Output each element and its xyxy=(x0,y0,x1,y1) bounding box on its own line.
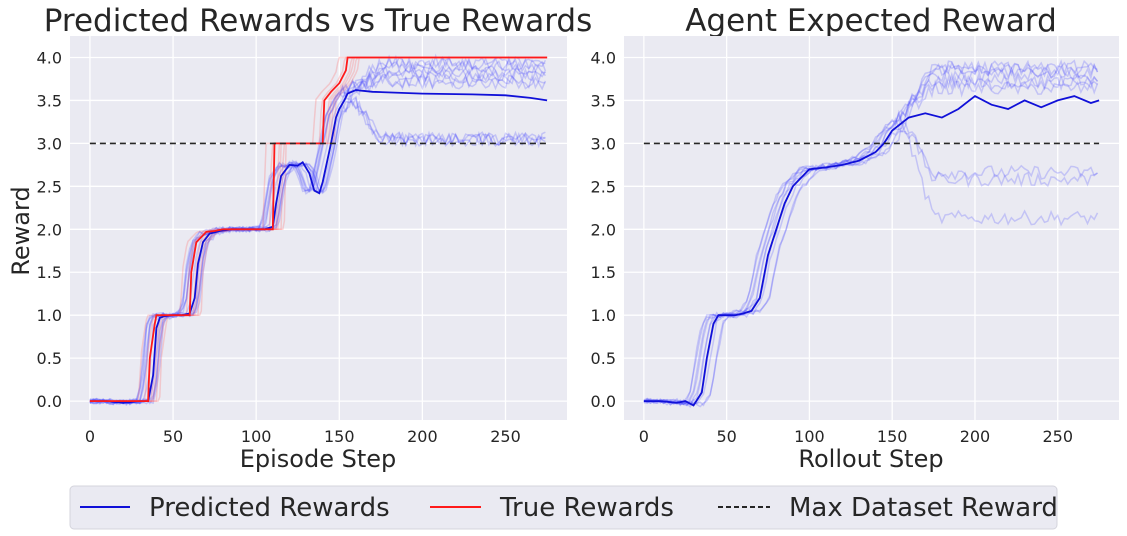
y-tick-label: 0.0 xyxy=(37,392,62,411)
x-tick-label: 100 xyxy=(241,427,272,446)
legend-box xyxy=(69,485,1058,530)
x-tick-label: 250 xyxy=(1042,427,1073,446)
chart-title: Agent Expected Reward xyxy=(685,3,1057,39)
legend-label-max: Max Dataset Reward xyxy=(789,493,1058,523)
y-tick-label: 2.0 xyxy=(37,220,62,239)
series-lines xyxy=(643,95,1100,407)
x-tick-label: 200 xyxy=(407,427,438,446)
x-tick-label: 0 xyxy=(85,427,95,446)
y-tick-label: 2.5 xyxy=(591,177,616,196)
chart-predicted-vs-true: Predicted Rewards vs True Rewards 0 50 100… xyxy=(7,3,592,473)
x-axis-label: Episode Step xyxy=(240,445,397,473)
gridlines xyxy=(624,36,1119,420)
series-line-predicted-rewards xyxy=(643,95,1100,407)
faint-predicted-trace xyxy=(89,63,546,404)
series-lines xyxy=(89,56,548,404)
y-tick-label: 3.0 xyxy=(591,134,616,153)
y-tick-labels: 0.0 0.5 1.0 1.5 2.0 2.5 3.0 3.5 4.0 xyxy=(591,48,616,411)
legend: Predicted Rewards True Rewards Max Datas… xyxy=(69,485,1058,530)
legend-label-true: True Rewards xyxy=(499,493,674,523)
y-tick-label: 4.0 xyxy=(37,48,62,67)
x-tick-label: 50 xyxy=(716,427,736,446)
faint-predicted-trace xyxy=(643,71,1098,407)
faint-predicted-trace xyxy=(89,95,546,406)
y-tick-label: 1.0 xyxy=(37,306,62,325)
y-tick-label: 3.0 xyxy=(37,134,62,153)
chart-title: Predicted Rewards vs True Rewards xyxy=(44,3,592,39)
x-tick-label: 200 xyxy=(960,427,991,446)
x-tick-label: 150 xyxy=(877,427,908,446)
x-tick-label: 0 xyxy=(639,427,649,446)
x-axis-label: Rollout Step xyxy=(798,445,943,473)
x-tick-labels: 0 50 100 150 200 250 xyxy=(85,427,521,446)
chart-agent-expected-reward: Agent Expected Reward 0 50 100 150 200 250 0.… xyxy=(591,3,1119,473)
x-tick-labels: 0 50 100 150 200 250 xyxy=(639,427,1073,446)
y-tick-label: 0.0 xyxy=(591,392,616,411)
y-axis-label: Reward xyxy=(7,186,35,275)
y-tick-label: 2.5 xyxy=(37,177,62,196)
y-tick-label: 1.5 xyxy=(591,263,616,282)
y-tick-label: 4.0 xyxy=(591,48,616,67)
y-tick-label: 2.0 xyxy=(591,220,616,239)
y-tick-label: 1.0 xyxy=(591,306,616,325)
y-tick-label: 1.5 xyxy=(37,263,62,282)
series-line-predicted-rewards xyxy=(89,89,548,404)
faint-predicted-trace xyxy=(89,54,547,405)
series-line-true-rewards xyxy=(89,56,548,403)
x-tick-label: 250 xyxy=(490,427,521,446)
gridlines xyxy=(70,36,567,420)
faint-predicted-trace xyxy=(643,74,1099,406)
x-tick-label: 100 xyxy=(794,427,825,446)
y-tick-label: 3.5 xyxy=(591,91,616,110)
faint-predicted-trace xyxy=(89,68,547,405)
legend-label-predicted: Predicted Rewards xyxy=(149,493,390,523)
faint-predicted-trace xyxy=(643,79,1099,408)
y-tick-label: 0.5 xyxy=(591,349,616,368)
faint-predicted-trace xyxy=(89,100,546,405)
faint-predicted-trace xyxy=(643,59,1099,406)
y-tick-labels: 0.0 0.5 1.0 1.5 2.0 2.5 3.0 3.5 4.0 xyxy=(37,48,62,411)
x-tick-label: 50 xyxy=(163,427,183,446)
faint-predicted-trace xyxy=(643,62,1099,405)
y-tick-label: 0.5 xyxy=(37,349,62,368)
x-tick-label: 150 xyxy=(324,427,355,446)
y-tick-label: 3.5 xyxy=(37,91,62,110)
